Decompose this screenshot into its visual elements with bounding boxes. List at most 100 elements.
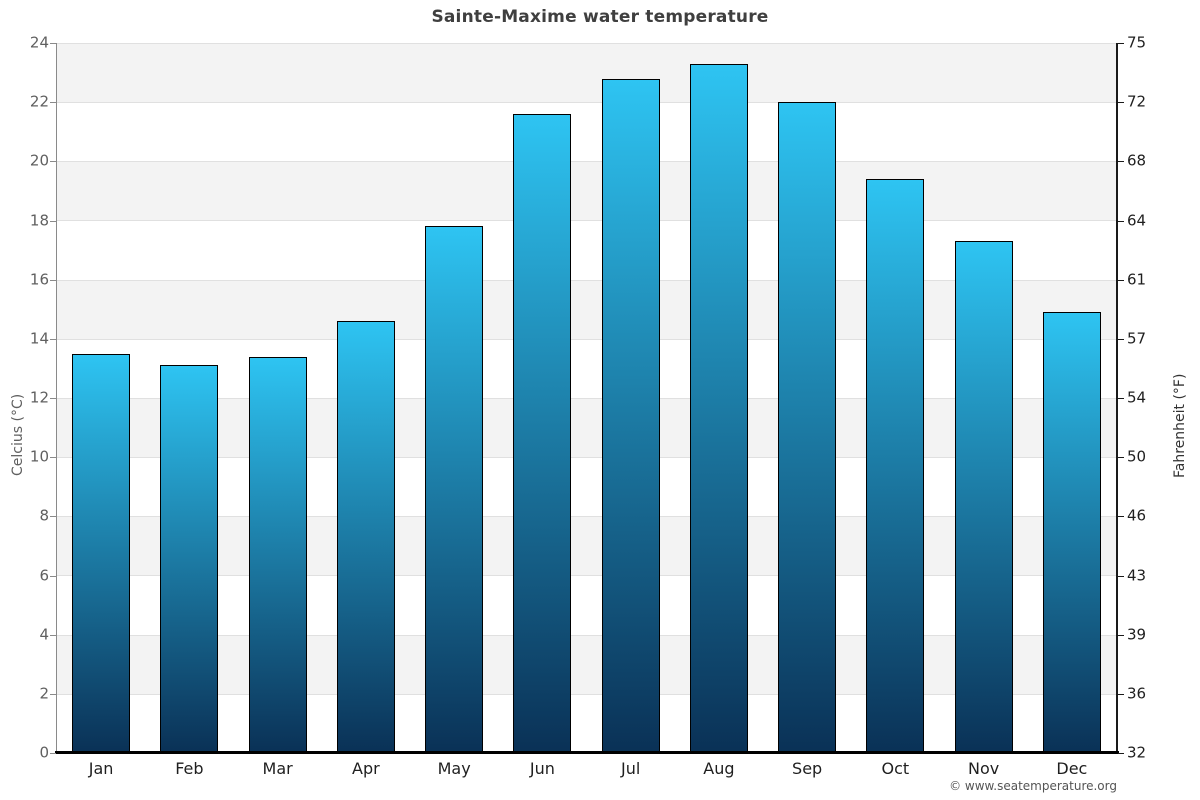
y-tick-label-left: 12 (29, 388, 49, 407)
x-axis-label-jul: Jul (620, 759, 641, 778)
grid-band (57, 220, 1116, 279)
y-axis-labels-left: 24 22 20 18 16 14 12 10 8 6 4 2 0 (0, 34, 49, 762)
grid-band (57, 43, 1116, 103)
y-tickmark-left (50, 693, 56, 695)
y-tickmark-right (1118, 398, 1124, 399)
y-tickmark-right (1118, 753, 1124, 754)
y-tickmark-left (50, 161, 56, 163)
bar-slot-oct (851, 43, 939, 753)
grid-band (57, 161, 1116, 221)
bar-jan[interactable] (72, 353, 131, 753)
y-tickmark-right (1118, 102, 1124, 104)
x-axis-label-nov: Nov (968, 759, 1000, 778)
bar-jul[interactable] (601, 78, 660, 753)
y-tick-label-right: 39 (1127, 625, 1147, 644)
y-tick-label-left: 8 (39, 506, 49, 525)
plot-area (57, 43, 1116, 753)
y-tickmark-left (50, 575, 56, 577)
bar-sep[interactable] (778, 102, 837, 753)
y-axis-title-right: Fahrenheit (°F) (1172, 373, 1188, 478)
bar-oct[interactable] (866, 179, 925, 753)
y-tickmark-left (50, 338, 56, 340)
y-tickmark-right (1118, 279, 1124, 281)
bar-nov[interactable] (954, 241, 1013, 753)
watermark-text: © www.seatemperature.org (949, 779, 1117, 793)
bar-feb[interactable] (160, 365, 219, 753)
grid-band (57, 338, 1116, 398)
y-tick-label-right: 36 (1127, 684, 1147, 703)
y-tickmark-left (50, 43, 56, 44)
y-tick-label-right: 50 (1127, 447, 1147, 466)
bar-slot-jul (587, 43, 675, 753)
y-tick-label-left: 18 (29, 211, 49, 230)
y-tickmark-right (1118, 634, 1124, 636)
bar-slot-feb (145, 43, 233, 753)
y-axis-title-left: Celcius (°C) (10, 393, 26, 476)
bar-may[interactable] (425, 226, 484, 753)
bar-slot-dec (1028, 43, 1116, 753)
bars (57, 43, 1116, 753)
y-tickmark-left (50, 634, 56, 636)
y-tickmark-right (1118, 43, 1124, 44)
x-axis-label-dec: Dec (1056, 759, 1088, 778)
grid-band (57, 457, 1116, 516)
y-tickmark-right (1118, 575, 1124, 577)
grid-band (57, 279, 1116, 339)
bar-slot-sep (763, 43, 851, 753)
y-tickmark-right (1118, 693, 1124, 695)
chart-title: Sainte-Maxime water temperature (431, 7, 769, 27)
bar-slot-apr (322, 43, 410, 753)
y-axis-tickmarks-right (1118, 43, 1124, 754)
grid-band (57, 575, 1116, 634)
bar-slot-jan (57, 43, 145, 753)
y-tickmark-left (50, 220, 56, 222)
y-tick-label-right: 61 (1127, 270, 1147, 289)
y-tickmark-right (1118, 220, 1124, 222)
y-axis-line-right (1116, 43, 1118, 753)
y-tick-label-left: 16 (29, 270, 49, 289)
y-axis-labels-right: 75 72 68 64 61 57 54 50 46 43 39 36 32 (1127, 34, 1187, 762)
y-tickmark-left (50, 279, 56, 281)
grid-band (57, 397, 1116, 458)
y-tick-label-right: 72 (1127, 92, 1147, 111)
y-tick-label-left: 2 (39, 684, 49, 703)
y-tick-label-right: 57 (1127, 329, 1147, 348)
x-axis-label-jan: Jan (88, 759, 114, 778)
bar-slot-nov (940, 43, 1028, 753)
y-tick-label-right: 68 (1127, 151, 1147, 170)
y-tick-label-left: 6 (39, 566, 49, 585)
y-tickmark-right (1118, 516, 1124, 518)
bar-slot-mar (234, 43, 322, 753)
y-tick-label-left: 0 (39, 743, 49, 762)
bar-aug[interactable] (689, 63, 748, 753)
y-axis-line-left (56, 43, 57, 753)
grid-band (57, 693, 1116, 753)
x-axis-label-may: May (437, 759, 471, 778)
bar-jun[interactable] (513, 114, 572, 753)
y-tick-label-left: 10 (29, 447, 49, 466)
y-tick-label-right: 75 (1127, 33, 1147, 52)
y-tick-label-left: 20 (29, 151, 49, 170)
x-axis-labels: Jan Feb Mar Apr May Jun Jul Aug Sep Oct Nov Dec (57, 759, 1116, 778)
bar-apr[interactable] (336, 321, 395, 753)
bar-mar[interactable] (248, 356, 307, 753)
x-axis-line (55, 751, 1119, 754)
x-axis-label-oct: Oct (881, 759, 910, 778)
y-tickmark-right (1118, 457, 1124, 459)
grid-band (57, 516, 1116, 576)
y-tick-label-right: 43 (1127, 566, 1147, 585)
y-tick-label-right: 54 (1127, 388, 1147, 407)
x-axis-label-apr: Apr (352, 759, 380, 778)
y-tickmark-right (1118, 338, 1124, 340)
grid-band (57, 102, 1116, 161)
y-tickmark-left (50, 457, 56, 459)
x-axis-label-mar: Mar (262, 759, 293, 778)
x-axis-label-sep: Sep (792, 759, 823, 778)
y-axis-tickmarks-left (50, 43, 56, 754)
y-tick-label-left: 14 (29, 329, 49, 348)
bar-slot-aug (675, 43, 763, 753)
y-tick-label-left: 24 (29, 33, 49, 52)
bar-dec[interactable] (1042, 312, 1101, 753)
y-tickmark-left (50, 753, 56, 754)
